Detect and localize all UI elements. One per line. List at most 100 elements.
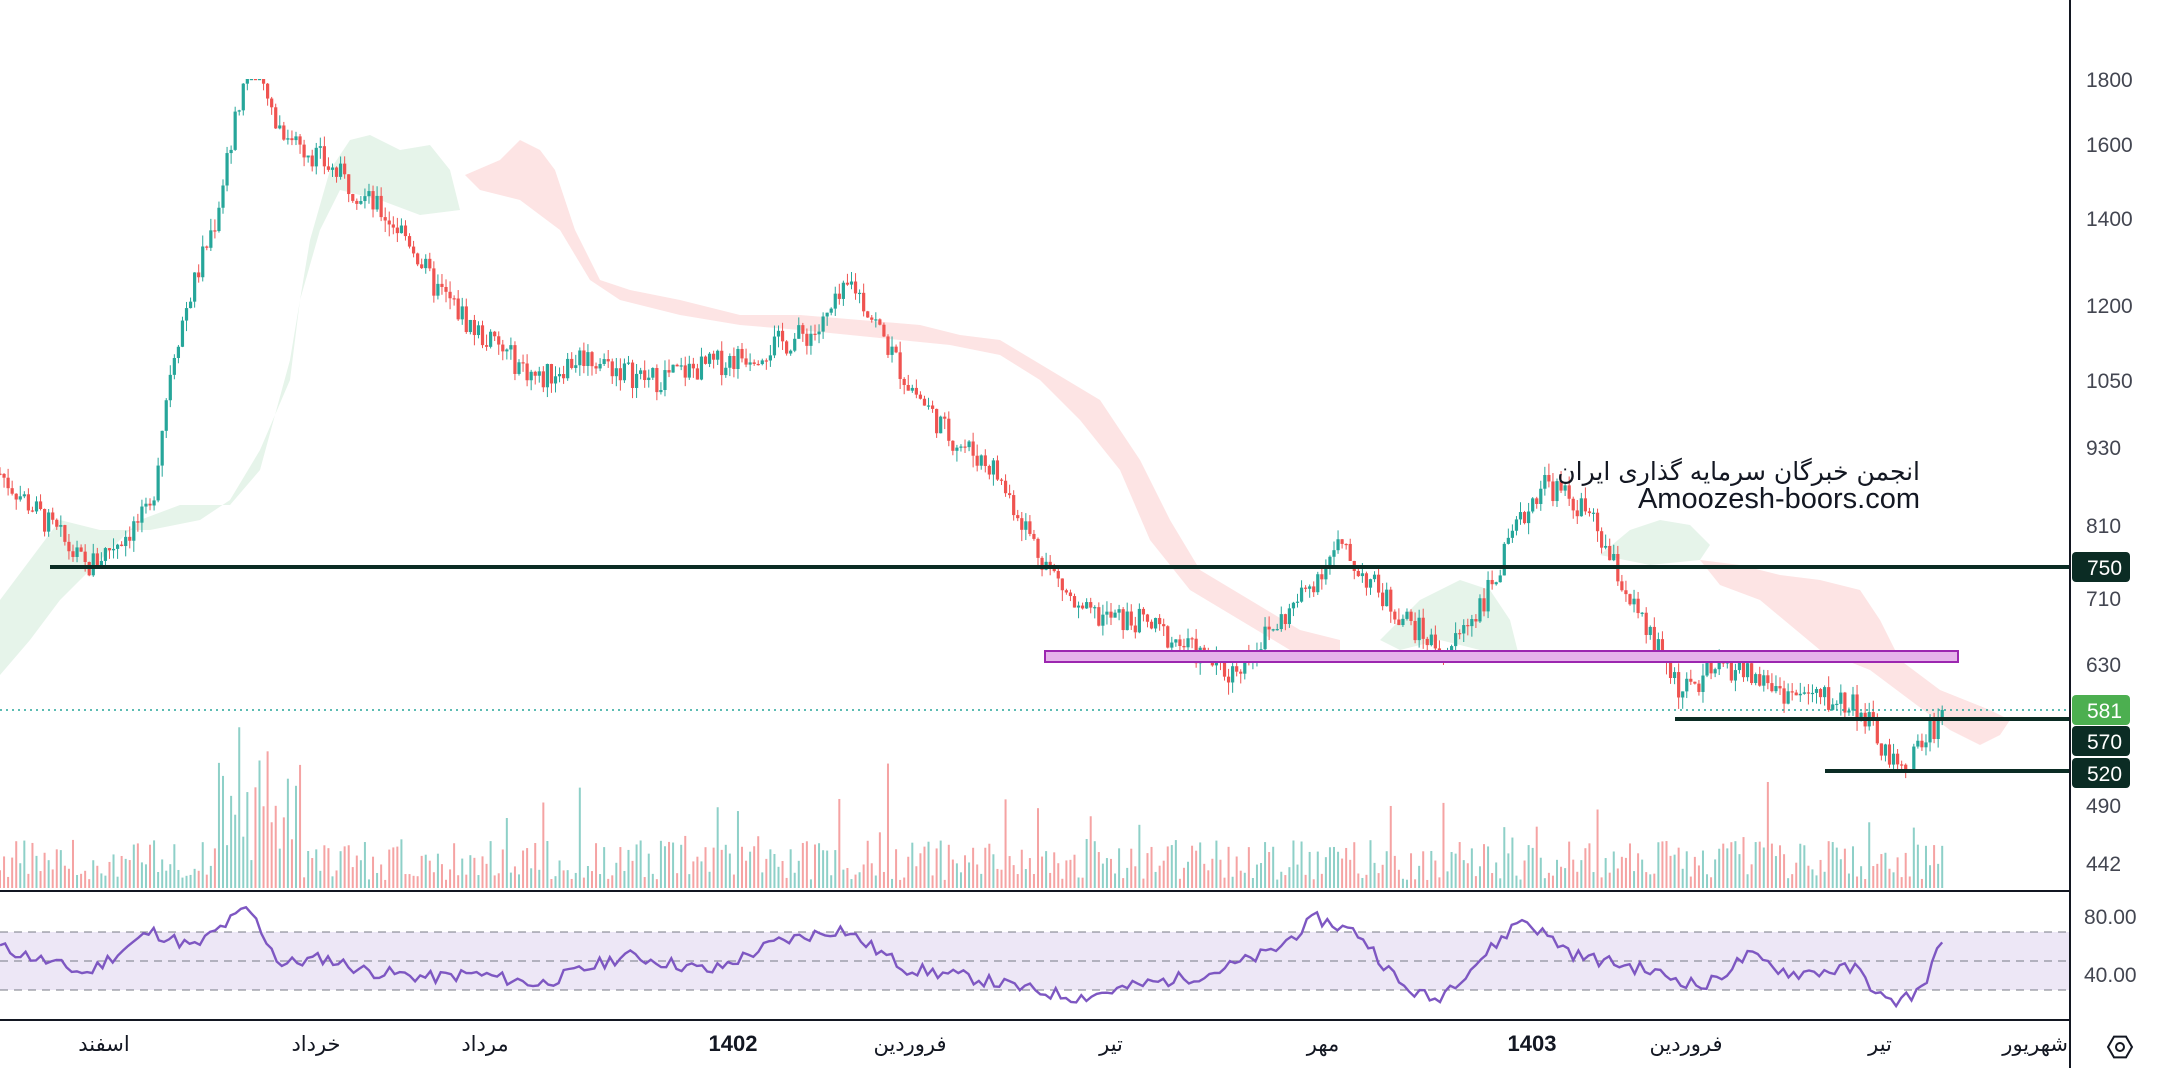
resistance-zone[interactable] — [1044, 650, 1959, 663]
volume-bar — [554, 876, 557, 888]
volume-bar — [294, 785, 297, 888]
candle-body — [440, 283, 444, 287]
rsi-line — [0, 905, 1944, 1009]
candle-body — [999, 479, 1004, 481]
price-tick-label: 810 — [2086, 515, 2121, 538]
candle-body — [1766, 675, 1770, 684]
volume-bar — [680, 844, 683, 888]
candle-body — [115, 544, 120, 549]
volume-bar — [1393, 855, 1396, 888]
volume-bar — [408, 874, 411, 888]
candle-body — [1835, 703, 1839, 706]
candle-body — [51, 512, 55, 520]
volume-bar — [282, 817, 285, 888]
volume-bar — [805, 841, 808, 888]
volume-bar — [1633, 871, 1636, 888]
volume-bar — [1535, 826, 1538, 888]
volume-bar — [1507, 853, 1510, 888]
candle-body — [26, 494, 30, 511]
candle-body — [793, 338, 797, 351]
candle-body — [1316, 574, 1320, 593]
volume-bar — [1255, 864, 1258, 888]
candle-body — [740, 348, 744, 359]
price-tick-label: 1050 — [2086, 370, 2133, 393]
volume-bar — [1681, 868, 1684, 888]
hexagon-gear-icon[interactable] — [2106, 1035, 2134, 1059]
time-label-tir: تیر — [1098, 1032, 1123, 1056]
volume-bar — [1024, 869, 1027, 888]
price-tick-label: 442 — [2086, 853, 2121, 876]
candle-body — [1235, 666, 1239, 672]
volume-bar — [1215, 840, 1218, 888]
candle-body — [1531, 498, 1535, 512]
volume-bar — [416, 876, 419, 888]
candle-body — [128, 536, 132, 541]
candle-body — [91, 553, 95, 576]
candle-body — [209, 230, 213, 248]
volume-bar — [140, 862, 143, 888]
candle-body — [164, 400, 168, 431]
candle-body — [557, 374, 562, 377]
candle-body — [1295, 601, 1300, 603]
volume-bar — [663, 846, 666, 888]
volume-bar — [741, 846, 744, 888]
volume-bar — [380, 864, 383, 888]
volume-bar — [1203, 863, 1206, 888]
candle-body — [1810, 692, 1815, 695]
volume-bar — [1349, 859, 1352, 888]
candle-body — [1036, 538, 1040, 558]
volume-bar — [1937, 863, 1940, 888]
candle-body — [47, 512, 51, 532]
price-tick-label: 1600 — [2086, 134, 2133, 157]
volume-bar — [1564, 868, 1567, 888]
volume-bar — [586, 866, 589, 888]
candle-body — [1368, 579, 1373, 588]
volume-bar — [116, 876, 119, 888]
volume-bar — [132, 844, 135, 888]
volume-bar — [1008, 856, 1011, 888]
volume-bar — [619, 847, 622, 888]
volume-bar — [818, 843, 821, 888]
volume-bar — [1353, 842, 1356, 888]
volume-bar — [959, 872, 962, 888]
volume-bar — [1438, 877, 1441, 888]
volume-bar — [720, 849, 723, 888]
candle-body — [1928, 719, 1932, 743]
candle-body — [598, 363, 602, 369]
time-axis[interactable]: اسفند خرداد مرداد 1402 فروردین تیر مهر 1… — [78, 1031, 2068, 1056]
volume-bar — [262, 806, 265, 888]
volume-bar — [1401, 878, 1404, 888]
candle-body — [1514, 519, 1519, 531]
candle-body — [1729, 661, 1733, 681]
volume-bar — [1584, 848, 1587, 888]
candle-body — [655, 368, 659, 393]
volume-bar — [1426, 879, 1429, 888]
volume-bar — [1012, 865, 1015, 888]
price-tick-label: 490 — [2086, 795, 2121, 818]
volume-bar — [1568, 841, 1571, 888]
candle-body — [1506, 537, 1510, 544]
volume-bar — [331, 876, 334, 888]
volume-bar — [1142, 878, 1145, 888]
candle-body — [1855, 694, 1859, 721]
volume-bar — [578, 787, 581, 888]
candle-body — [472, 319, 476, 336]
price-tick-label: 1400 — [2086, 208, 2133, 231]
candle-body — [849, 281, 854, 285]
candle-body — [120, 544, 124, 547]
volume-bar — [1114, 873, 1117, 888]
volume-bar — [1219, 859, 1222, 888]
candle-body — [282, 125, 286, 140]
price-pane[interactable] — [0, 0, 2070, 890]
price-axis[interactable]: 1800 1600 1400 1200 1050 930 810 710 630… — [2086, 69, 2133, 876]
candle-body — [1827, 687, 1831, 710]
candle-body — [1409, 611, 1413, 621]
candle-body — [1085, 602, 1089, 609]
volume-bar — [1803, 845, 1806, 888]
candle-body — [687, 363, 691, 378]
volume-bar — [209, 865, 212, 888]
volume-bar — [834, 850, 837, 888]
candle-body — [1454, 633, 1458, 647]
candle-body — [444, 286, 448, 292]
